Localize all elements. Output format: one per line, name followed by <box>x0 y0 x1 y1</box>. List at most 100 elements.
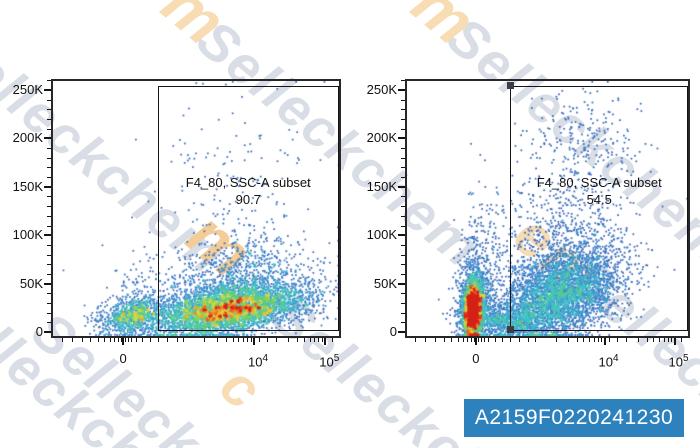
x-minor-tick <box>288 338 290 342</box>
x-minor-tick <box>494 338 496 342</box>
flow-plot-left-frame <box>51 79 341 338</box>
gate-percent: 90.7 <box>235 192 261 208</box>
y-minor-tick <box>401 225 405 227</box>
y-minor-tick <box>401 148 405 150</box>
x-minor-tick <box>176 338 178 342</box>
x-minor-tick <box>451 338 453 342</box>
y-minor-tick <box>401 312 405 314</box>
x-minor-tick <box>597 338 599 342</box>
y-minor-tick <box>401 119 405 121</box>
x-minor-tick <box>232 338 234 342</box>
y-minor-tick <box>401 273 405 275</box>
y-minor-tick <box>401 109 405 111</box>
y-axis-tick-label: 200K <box>366 130 397 146</box>
y-minor-tick <box>47 80 51 82</box>
gate-handle <box>506 325 514 333</box>
x-minor-tick <box>158 338 160 342</box>
x-minor-tick <box>204 338 206 342</box>
x-minor-tick <box>625 338 627 342</box>
x-minor-tick <box>296 338 298 342</box>
x-minor-tick <box>601 338 603 342</box>
x-minor-tick <box>250 338 252 342</box>
x-minor-tick <box>589 338 591 342</box>
x-major-tick <box>603 338 606 345</box>
x-minor-tick <box>167 338 169 342</box>
x-minor-tick <box>331 338 333 342</box>
x-minor-tick <box>415 338 417 342</box>
x-minor-tick <box>653 338 655 342</box>
y-minor-tick <box>401 157 405 159</box>
x-minor-tick <box>98 338 100 342</box>
y-minor-tick <box>401 264 405 266</box>
x-axis-tick-label: 104 <box>248 353 269 370</box>
x-minor-tick <box>483 338 485 342</box>
x-minor-tick <box>671 338 673 342</box>
y-minor-tick <box>401 128 405 130</box>
y-minor-tick <box>47 177 51 179</box>
y-minor-tick <box>401 254 405 256</box>
x-minor-tick <box>247 338 249 342</box>
x-minor-tick <box>149 338 151 342</box>
x-minor-tick <box>519 338 521 342</box>
x-minor-tick <box>470 338 472 342</box>
y-minor-tick <box>401 322 405 324</box>
y-minor-tick <box>47 206 51 208</box>
x-minor-tick <box>321 338 323 342</box>
x-minor-tick <box>477 338 479 342</box>
y-major-tick <box>398 185 405 188</box>
x-minor-tick <box>131 338 133 342</box>
y-minor-tick <box>47 196 51 198</box>
x-minor-tick <box>125 338 127 342</box>
x-minor-tick <box>303 338 305 342</box>
x-minor-tick <box>121 338 123 342</box>
x-minor-tick <box>480 338 482 342</box>
x-minor-tick <box>593 338 595 342</box>
y-axis-tick-label: 50K <box>19 275 43 291</box>
gate-label-block: F4_80, SSC-A subset 54.5 <box>511 174 687 208</box>
gate-rect: F4_80, SSC-A subset 90.7 <box>157 85 339 332</box>
x-minor-tick <box>258 338 260 342</box>
y-major-tick <box>44 137 51 140</box>
x-minor-tick <box>238 338 240 342</box>
x-axis-tick-label: 0 <box>119 351 127 366</box>
x-minor-tick <box>443 338 445 342</box>
x-minor-tick <box>182 338 184 342</box>
x-minor-tick <box>104 338 106 342</box>
y-major-tick <box>398 331 405 333</box>
y-minor-tick <box>47 109 51 111</box>
x-minor-tick <box>266 338 268 342</box>
y-minor-tick <box>401 177 405 179</box>
y-minor-tick <box>401 206 405 208</box>
x-minor-tick <box>435 338 437 342</box>
x-minor-tick <box>528 338 530 342</box>
x-minor-tick <box>646 338 648 342</box>
y-axis-tick-label: 250K <box>12 82 43 97</box>
gate-label-block: F4_80, SSC-A subset 90.7 <box>159 174 338 208</box>
x-minor-tick <box>534 338 536 342</box>
x-axis-tick-label: 0 <box>472 351 480 366</box>
y-minor-tick <box>47 302 51 304</box>
x-minor-tick <box>113 338 115 342</box>
x-minor-tick <box>109 338 111 342</box>
x-minor-tick <box>663 338 665 342</box>
gate-percent: 54.5 <box>586 192 612 208</box>
y-minor-tick <box>47 157 51 159</box>
x-minor-tick <box>275 338 277 342</box>
x-axis-tick-label: 105 <box>319 353 340 370</box>
x-minor-tick <box>576 338 578 342</box>
y-axis-tick-label: 0 <box>389 324 397 339</box>
catalog-badge: A2159F0220241230 <box>464 399 684 437</box>
y-axis-tick-label: 0 <box>35 324 43 339</box>
x-minor-tick <box>61 338 63 342</box>
catalog-number: A2159F0220241230 <box>474 406 674 429</box>
x-major-tick <box>324 338 327 345</box>
y-major-tick <box>398 282 405 285</box>
y-major-tick <box>398 234 405 237</box>
y-axis-tick-label: 150K <box>366 178 397 194</box>
x-minor-tick <box>314 338 316 342</box>
y-minor-tick <box>47 312 51 314</box>
x-minor-tick <box>457 338 459 342</box>
x-minor-tick <box>466 338 468 342</box>
x-axis-tick-label: 105 <box>668 353 689 370</box>
y-minor-tick <box>401 167 405 169</box>
